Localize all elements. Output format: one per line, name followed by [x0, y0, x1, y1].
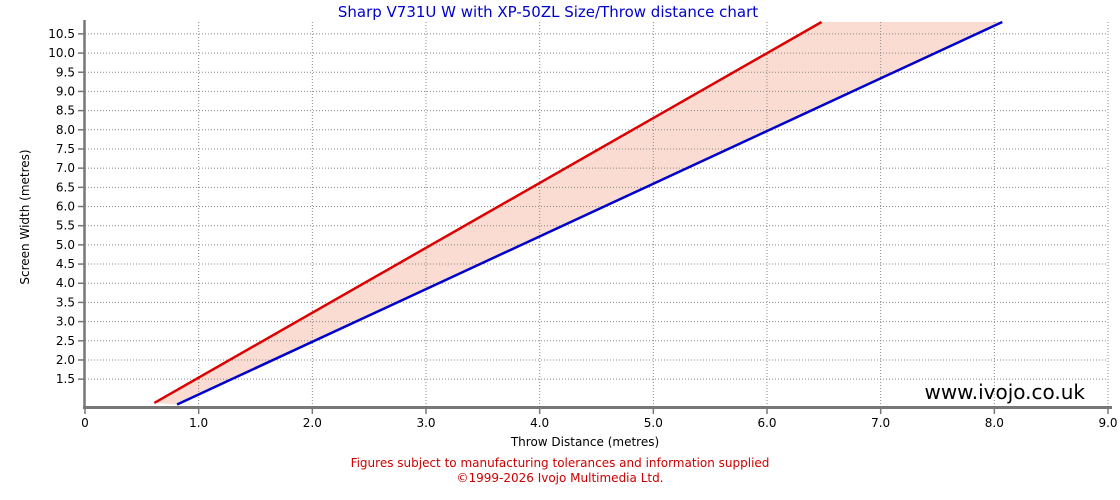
- y-tick-label: 3.0: [56, 315, 75, 329]
- x-tick-label: 5.0: [644, 416, 663, 430]
- y-tick-label: 5.5: [56, 219, 75, 233]
- y-tick-label: 2.0: [56, 353, 75, 367]
- y-tick-label: 6.5: [56, 180, 75, 194]
- watermark-url: www.ivojo.co.uk: [924, 380, 1085, 404]
- x-tick-label: 3.0: [416, 416, 435, 430]
- x-tick-label: 1.0: [189, 416, 208, 430]
- y-tick-label: 4.0: [56, 276, 75, 290]
- y-tick-label: 7.5: [56, 142, 75, 156]
- chart-title: Sharp V731U W with XP-50ZL Size/Throw di…: [337, 3, 759, 21]
- y-tick-label: 5.0: [56, 238, 75, 252]
- y-tick-label: 9.5: [56, 65, 75, 79]
- y-tick-label: 7.0: [56, 161, 75, 175]
- y-tick-label: 10.0: [48, 46, 75, 60]
- y-axis-title: Screen Width (metres): [18, 149, 32, 285]
- tele-zoom-line: [176, 20, 1003, 406]
- throw-range-band: [154, 22, 1003, 405]
- footer-disclaimer: Figures subject to manufacturing toleran…: [350, 456, 770, 470]
- y-tick-label: 3.5: [56, 295, 75, 309]
- y-tick-label: 4.5: [56, 257, 75, 271]
- y-tick-label: 6.0: [56, 200, 75, 214]
- footer-copyright: ©1999-2026 Ivojo Multimedia Ltd.: [456, 471, 664, 485]
- x-tick-label: 7.0: [871, 416, 890, 430]
- y-tick-label: 9.0: [56, 84, 75, 98]
- x-tick-label: 4.0: [530, 416, 549, 430]
- x-axis-title: Throw Distance (metres): [510, 435, 660, 449]
- y-tick-label: 2.5: [56, 334, 75, 348]
- x-tick-label: 9.0: [1098, 416, 1117, 430]
- x-tick-label: 8.0: [985, 416, 1004, 430]
- y-tick-label: 8.0: [56, 123, 75, 137]
- x-tick-label: 2.0: [303, 416, 322, 430]
- x-tick-label: 0: [81, 416, 89, 430]
- wide-zoom-line: [153, 20, 823, 405]
- y-tick-label: 1.5: [56, 372, 75, 386]
- y-tick-label: 8.5: [56, 104, 75, 118]
- x-tick-label: 6.0: [757, 416, 776, 430]
- y-tick-label: 10.5: [48, 27, 75, 41]
